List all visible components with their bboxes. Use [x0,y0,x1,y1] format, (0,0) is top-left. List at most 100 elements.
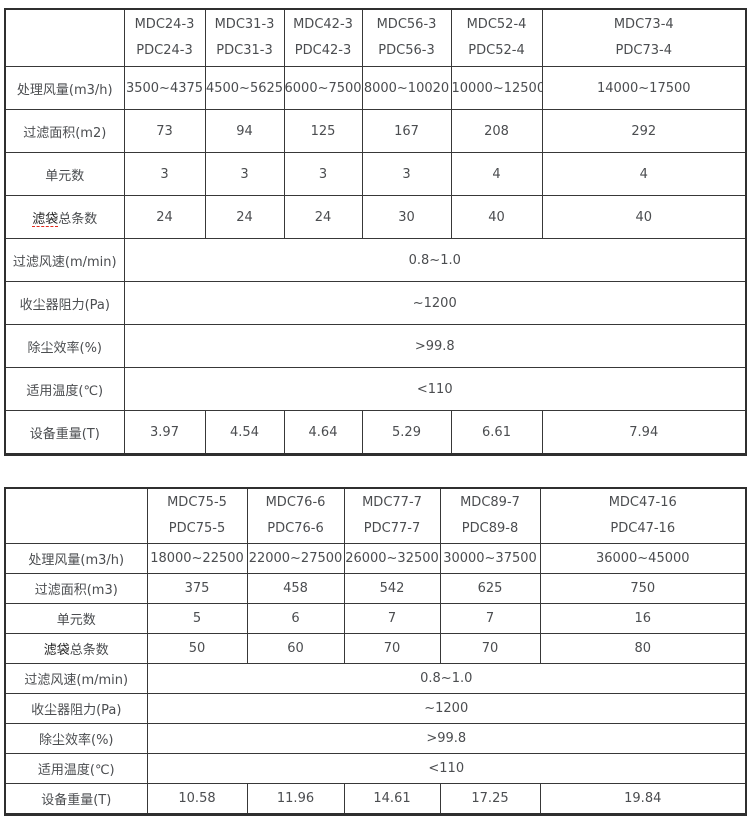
spec-value: 208 [450,109,543,153]
spec-value: 14000~17500 [541,66,747,110]
model-name-m: MDC24-3 [134,17,195,32]
row-label: 滤袋总条数 [4,633,148,664]
spec-value: 50 [146,633,248,664]
model-header-row: MDC24-3 PDC24-3 MDC31-3 PDC31-3 MDC42-3 … [4,8,747,67]
merged-spec-value: <110 [146,753,747,784]
model-header-cell: MDC73-4 PDC73-4 [541,8,747,67]
spec-value: 4 [450,152,543,196]
row-label: 过滤风速(m/min) [4,663,148,694]
row-label: 过滤面积(m2) [4,109,125,153]
model-name-m: MDC56-3 [376,17,437,32]
merged-spec-value: ~1200 [146,693,747,724]
model-name-m: MDC31-3 [214,17,275,32]
corner-cell [4,8,125,67]
model-header-cell: MDC75-5 PDC75-5 [146,487,248,544]
table-row-weight: 设备重量(T) 10.58 11.96 14.61 17.25 19.84 [4,783,747,815]
table-row-bag-count: 滤袋总条数 50 60 70 70 80 [4,633,747,664]
spec-value: 4500~5625 [204,66,285,110]
row-label-rest: 总条数 [69,643,109,658]
model-header-cell: MDC56-3 PDC56-3 [361,8,452,67]
spec-value: 36000~45000 [539,543,747,574]
spec-value: 125 [283,109,363,153]
spec-value: 5.29 [361,410,452,455]
spec-value: 80 [539,633,747,664]
spec-value: 7 [439,603,541,634]
spec-value: 4.64 [283,410,363,455]
spec-value: 10.58 [146,783,248,815]
table-row-resistance: 收尘器阻力(Pa) ~1200 [4,281,747,325]
model-name-m: MDC75-5 [167,495,227,510]
model-name-p: PDC52-4 [468,43,525,58]
spec-value: 19.84 [539,783,747,815]
model-name-m: MDC47-16 [608,495,677,510]
table-row-filter-velocity: 过滤风速(m/min) 0.8~1.0 [4,238,747,282]
merged-spec-value: >99.8 [123,324,747,368]
model-header-cell: MDC31-3 PDC31-3 [204,8,285,67]
model-name-m: MDC77-7 [362,495,422,510]
spec-value: 70 [439,633,541,664]
model-name-m: MDC76-6 [265,495,326,510]
spec-value: 24 [123,195,206,239]
spec-value: 3 [361,152,452,196]
spec-value: 4 [541,152,747,196]
table-row-airflow: 处理风量(m3/h) 3500~4375 4500~5625 6000~7500… [4,66,747,110]
spec-value: 14.61 [343,783,441,815]
model-name-p: PDC73-4 [615,43,672,58]
merged-spec-value: <110 [123,367,747,411]
spec-value: 40 [450,195,543,239]
spec-value: 40 [541,195,747,239]
row-label: 除尘效率(%) [4,324,125,368]
model-header-cell: MDC77-7 PDC77-7 [343,487,441,544]
model-name-p: PDC75-5 [168,521,226,536]
table-row-airflow: 处理风量(m3/h) 18000~22500 22000~27500 26000… [4,543,747,574]
row-label: 单元数 [4,152,125,196]
spec-value: 7.94 [541,410,747,455]
table-row-efficiency: 除尘效率(%) >99.8 [4,723,747,754]
model-name-p: PDC47-16 [610,521,676,536]
row-label: 单元数 [4,603,148,634]
spellchecked-word: 滤袋 [32,211,59,227]
spec-value: 542 [343,573,441,604]
corner-cell [4,487,148,544]
model-name-m: MDC42-3 [293,17,353,32]
table-row-unit-count: 单元数 5 6 7 7 16 [4,603,747,634]
row-label: 收尘器阻力(Pa) [4,281,125,325]
spec-value: 6 [246,603,345,634]
model-header-cell: MDC47-16 PDC47-16 [539,487,747,544]
spec-value: 18000~22500 [146,543,248,574]
row-label: 处理风量(m3/h) [4,543,148,574]
spec-value: 167 [361,109,452,153]
model-name-m: MDC73-4 [613,17,674,32]
spec-value: 22000~27500 [246,543,345,574]
spec-value: 24 [283,195,363,239]
model-name-p: PDC77-7 [363,521,421,536]
table-row-unit-count: 单元数 3 3 3 3 4 4 [4,152,747,196]
spec-value: 6.61 [450,410,543,455]
spec-value: 24 [204,195,285,239]
model-header-cell: MDC24-3 PDC24-3 [123,8,206,67]
spec-value: 70 [343,633,441,664]
spec-value: 3500~4375 [123,66,206,110]
row-label-rest: 总条数 [58,211,98,227]
spec-value: 26000~32500 [343,543,441,574]
spec-value: 458 [246,573,345,604]
row-label: 适用温度(℃) [4,367,125,411]
spec-value: 375 [146,573,248,604]
row-label: 收尘器阻力(Pa) [4,693,148,724]
table-row-temperature: 适用温度(℃) <110 [4,753,747,784]
spec-value: 6000~7500 [283,66,363,110]
spec-value: 3 [283,152,363,196]
row-label: 设备重量(T) [4,783,148,815]
model-name-p: PDC76-6 [267,521,324,536]
model-header-row: MDC75-5 PDC75-5 MDC76-6 PDC76-6 MDC77-7 … [4,487,747,544]
spec-value: 3 [123,152,206,196]
spec-value: 625 [439,573,541,604]
model-header-cell: MDC42-3 PDC42-3 [283,8,363,67]
spec-value: 30 [361,195,452,239]
table-row-efficiency: 除尘效率(%) >99.8 [4,324,747,368]
row-label: 处理风量(m3/h) [4,66,125,110]
spec-value: 60 [246,633,345,664]
spec-value: 8000~10020 [361,66,452,110]
spec-value: 3.97 [123,410,206,455]
